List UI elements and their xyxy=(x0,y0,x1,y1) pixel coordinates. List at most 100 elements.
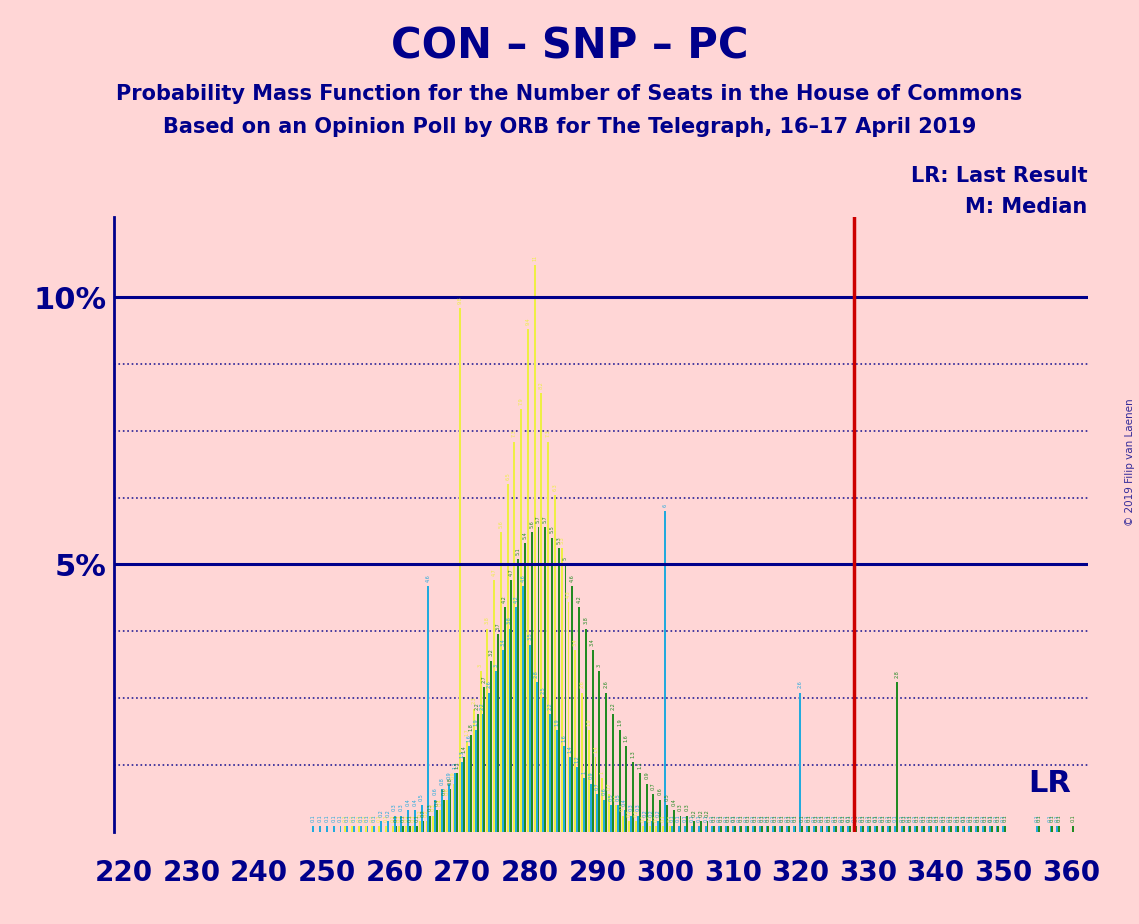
Bar xyxy=(834,826,835,832)
Bar xyxy=(916,826,918,832)
Bar xyxy=(706,821,708,832)
Text: 0.1: 0.1 xyxy=(331,814,336,822)
Text: 0.1: 0.1 xyxy=(352,814,357,822)
Text: 0.2: 0.2 xyxy=(417,808,423,817)
Text: 0.3: 0.3 xyxy=(629,804,633,811)
Text: 1: 1 xyxy=(581,771,587,774)
Text: 0.1: 0.1 xyxy=(995,814,1001,822)
Bar xyxy=(908,826,909,832)
Bar xyxy=(687,816,688,832)
Text: 340: 340 xyxy=(907,859,965,887)
Text: 0.1: 0.1 xyxy=(710,814,715,822)
Text: 0.5: 0.5 xyxy=(613,793,618,800)
Bar xyxy=(380,821,382,832)
Text: 0.2: 0.2 xyxy=(649,808,654,817)
Bar xyxy=(326,826,328,832)
Text: 0.1: 0.1 xyxy=(765,814,771,822)
Bar xyxy=(598,672,600,832)
Text: 0.1: 0.1 xyxy=(793,814,798,822)
Bar xyxy=(351,826,353,832)
Text: 0.1: 0.1 xyxy=(394,814,399,822)
Text: 3.5: 3.5 xyxy=(527,633,532,640)
Bar xyxy=(662,826,664,832)
Text: 0.1: 0.1 xyxy=(370,814,375,822)
Text: 0.1: 0.1 xyxy=(989,814,994,822)
Bar xyxy=(828,826,830,832)
Bar xyxy=(734,826,736,832)
Bar xyxy=(752,826,754,832)
Text: 7.3: 7.3 xyxy=(546,430,551,437)
Text: 0.2: 0.2 xyxy=(385,808,391,817)
Text: 0.1: 0.1 xyxy=(1034,814,1040,822)
Text: 0.9: 0.9 xyxy=(451,772,456,779)
Bar xyxy=(754,826,756,832)
Text: LR: LR xyxy=(1029,769,1071,798)
Text: 2.2: 2.2 xyxy=(611,702,615,710)
Bar xyxy=(595,757,597,832)
Bar xyxy=(720,826,722,832)
Text: 0.1: 0.1 xyxy=(396,814,402,822)
Bar xyxy=(989,826,991,832)
Text: Based on an Opinion Poll by ORB for The Telegraph, 16–17 April 2019: Based on an Opinion Poll by ORB for The … xyxy=(163,116,976,137)
Text: 0.2: 0.2 xyxy=(633,808,639,817)
Text: 4.7: 4.7 xyxy=(492,568,497,577)
Text: 0.1: 0.1 xyxy=(847,814,852,822)
Bar xyxy=(860,826,862,832)
Bar xyxy=(890,826,891,832)
Bar xyxy=(909,826,911,832)
Text: 0.1: 0.1 xyxy=(874,814,879,822)
Text: 1.1: 1.1 xyxy=(454,760,460,769)
Bar xyxy=(842,826,844,832)
Bar xyxy=(887,826,890,832)
Bar xyxy=(869,826,871,832)
Bar xyxy=(522,586,524,832)
Text: 0.1: 0.1 xyxy=(886,814,891,822)
Bar xyxy=(538,527,540,832)
Bar xyxy=(535,682,538,832)
Text: 5.3: 5.3 xyxy=(559,537,564,544)
Bar xyxy=(395,826,398,832)
Text: 0.1: 0.1 xyxy=(778,814,782,822)
Text: 0.1: 0.1 xyxy=(785,814,789,822)
Text: 4.2: 4.2 xyxy=(576,595,582,603)
Text: 0.1: 0.1 xyxy=(792,814,796,822)
Text: 0.1: 0.1 xyxy=(949,814,953,822)
Text: 300: 300 xyxy=(636,859,694,887)
Bar xyxy=(495,672,497,832)
Bar xyxy=(738,826,740,832)
Text: 0.5: 0.5 xyxy=(608,793,614,800)
Text: 0.1: 0.1 xyxy=(893,814,898,822)
Text: 0.1: 0.1 xyxy=(377,814,382,822)
Text: 0.1: 0.1 xyxy=(311,814,316,822)
Bar xyxy=(846,826,849,832)
Bar xyxy=(480,672,482,832)
Bar xyxy=(623,810,625,832)
Text: 7.3: 7.3 xyxy=(511,430,517,437)
Text: 2.2: 2.2 xyxy=(548,702,552,710)
Text: 0.1: 0.1 xyxy=(712,814,716,822)
Bar xyxy=(876,826,877,832)
Text: 3.8: 3.8 xyxy=(583,616,589,625)
Text: 0.1: 0.1 xyxy=(962,814,967,822)
Text: 0.1: 0.1 xyxy=(1001,814,1006,822)
Bar xyxy=(1072,826,1074,832)
Bar xyxy=(490,661,492,832)
Text: 2.8: 2.8 xyxy=(534,670,539,677)
Text: 0.1: 0.1 xyxy=(1048,814,1054,822)
Text: 0.1: 0.1 xyxy=(654,814,659,822)
Bar xyxy=(629,821,630,832)
Text: 0.1: 0.1 xyxy=(933,814,939,822)
Bar xyxy=(482,714,483,832)
Text: 0.1: 0.1 xyxy=(732,814,737,822)
Bar xyxy=(820,826,821,832)
Bar xyxy=(970,826,973,832)
Text: 0.1: 0.1 xyxy=(827,814,831,822)
Text: 0.1: 0.1 xyxy=(716,814,722,822)
Text: 9.8: 9.8 xyxy=(458,296,462,304)
Bar xyxy=(712,826,713,832)
Bar xyxy=(457,772,458,832)
Bar xyxy=(565,565,566,832)
Bar xyxy=(657,821,659,832)
Text: 0.1: 0.1 xyxy=(974,814,978,822)
Bar xyxy=(416,826,418,832)
